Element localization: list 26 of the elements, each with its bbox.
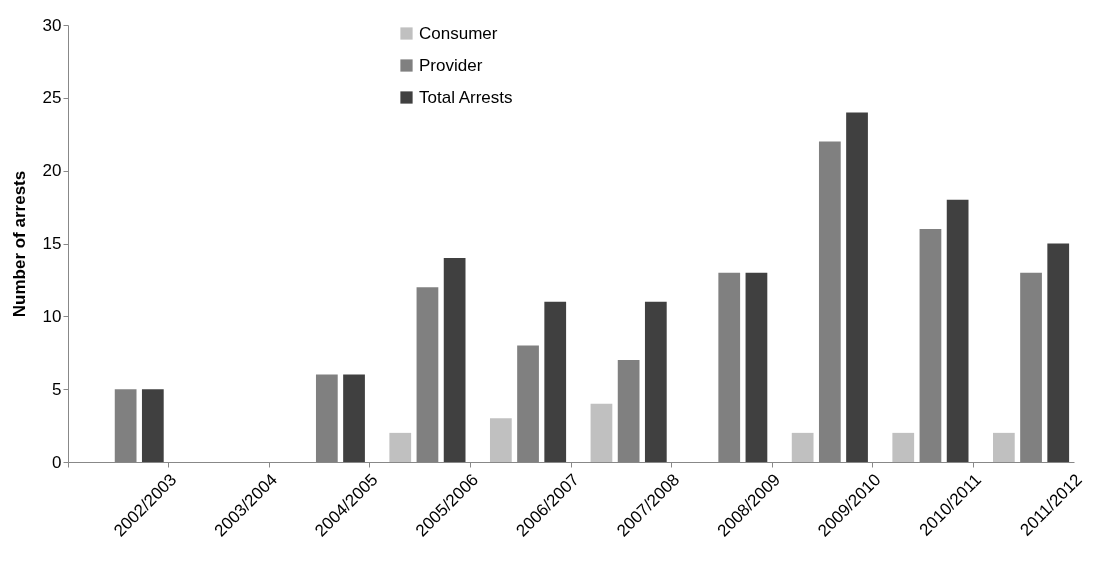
y-tick-label: 25	[42, 88, 62, 108]
bar	[443, 258, 466, 462]
bar	[946, 199, 969, 462]
bar	[846, 112, 868, 462]
bar	[992, 432, 1015, 462]
bar	[745, 272, 768, 462]
bar	[1047, 243, 1070, 462]
bar	[590, 403, 613, 462]
bar	[791, 432, 814, 462]
y-tick-label: 20	[42, 161, 62, 181]
legend-label: Total Arrests	[419, 87, 513, 107]
y-axis-title: Number of arrests	[9, 170, 29, 318]
bar	[343, 374, 365, 462]
y-tick-label: 15	[42, 234, 62, 253]
bar	[489, 418, 512, 462]
y-tick-label: 5	[52, 379, 62, 399]
bar	[141, 389, 164, 462]
bar	[892, 432, 915, 462]
bar	[389, 432, 412, 462]
legend-label: Provider	[419, 55, 483, 75]
bar	[644, 301, 667, 462]
y-tick-label: 0	[52, 452, 62, 472]
y-tick-label: 30	[42, 15, 62, 35]
legend-label: Consumer	[419, 23, 498, 43]
y-tick-label: 10	[42, 306, 62, 326]
bar	[544, 301, 567, 462]
